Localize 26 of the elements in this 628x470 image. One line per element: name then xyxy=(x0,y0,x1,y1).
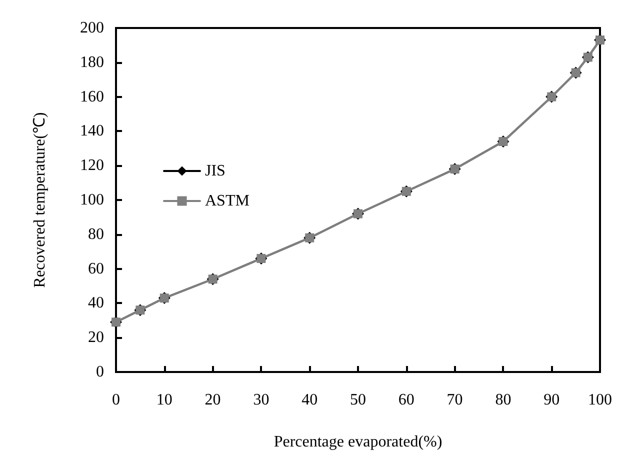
x-tick-label: 90 xyxy=(544,392,560,408)
y-tick-label: 140 xyxy=(80,122,104,140)
y-tick-label: 40 xyxy=(88,294,104,312)
x-tick-label: 0 xyxy=(112,392,120,408)
y-tick-label: 200 xyxy=(80,20,104,36)
x-tick-label: 50 xyxy=(350,392,366,408)
legend-label: ASTM xyxy=(205,192,250,210)
legend-label: JIS xyxy=(205,162,226,180)
x-tick-label: 80 xyxy=(495,392,512,408)
y-axis-title: Recovered temperature(℃) xyxy=(32,112,48,288)
x-tick-label: 40 xyxy=(302,392,318,408)
x-tick-label: 20 xyxy=(204,392,221,408)
x-tick-label: 60 xyxy=(398,392,414,408)
x-tick-label: 70 xyxy=(446,392,463,408)
y-tick-label: 160 xyxy=(80,88,104,106)
y-tick-label: 80 xyxy=(88,226,104,243)
x-tick-label: 100 xyxy=(588,392,612,408)
x-tick-label: 30 xyxy=(253,392,270,408)
y-tick-label: 20 xyxy=(88,329,104,346)
y-tick-label: 120 xyxy=(80,157,104,174)
y-tick-label: 180 xyxy=(80,54,104,71)
y-tick-label: 60 xyxy=(88,260,104,278)
x-tick-label: 10 xyxy=(156,392,172,408)
x-axis-title: Percentage evaporated(%) xyxy=(274,434,442,450)
y-tick-label: 100 xyxy=(80,192,104,208)
y-tick-label: 0 xyxy=(96,364,104,380)
